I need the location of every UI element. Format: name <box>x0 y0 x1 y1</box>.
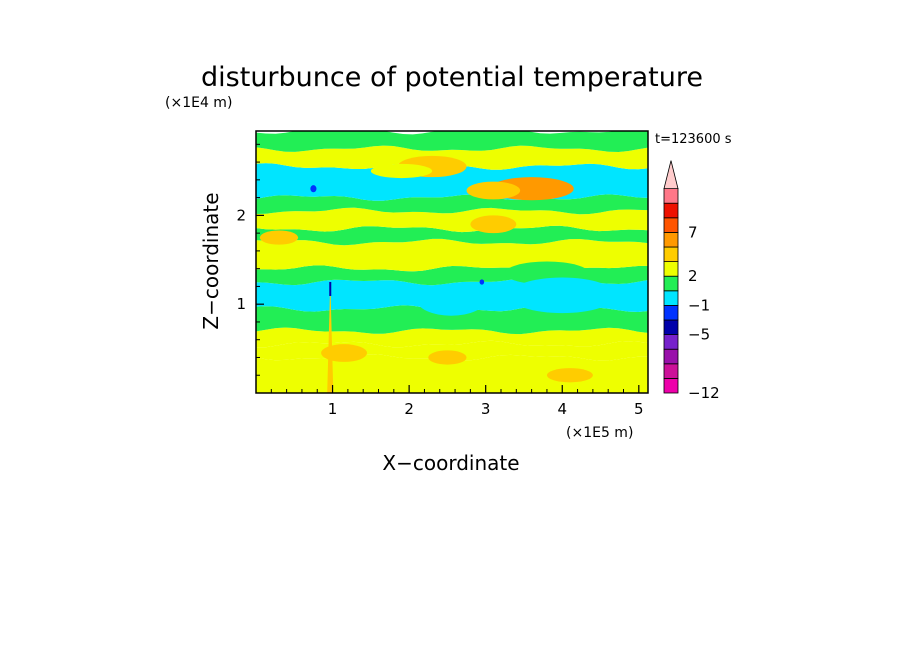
colorbar-label: −5 <box>688 326 710 344</box>
x-tick-label: 4 <box>557 400 567 418</box>
contour-cell <box>310 185 317 193</box>
colorbar-swatch <box>663 290 679 306</box>
x-tick-label: 3 <box>481 400 491 418</box>
contour-band <box>256 145 648 170</box>
colorbar-swatch <box>663 348 679 365</box>
contour-band <box>256 207 648 233</box>
colorbar-swatch <box>663 202 679 219</box>
contour-field <box>256 131 648 393</box>
x-tick-label: 5 <box>634 400 644 418</box>
time-label: t=123600 s <box>655 132 732 147</box>
colorbar-swatch <box>663 261 679 277</box>
contour-cell <box>546 368 593 383</box>
colorbar-swatch <box>663 363 679 379</box>
contour-cell <box>416 283 486 316</box>
contour-band <box>256 131 648 152</box>
contour-cell <box>479 279 485 285</box>
contour-cell <box>370 163 433 179</box>
x-axis-unit: (×1E5 m) <box>566 425 633 441</box>
colorbar-swatch <box>663 319 679 336</box>
contour-band <box>256 225 648 246</box>
contour-band <box>256 327 648 348</box>
colorbar-label: 2 <box>688 267 698 285</box>
colorbar-label: −12 <box>688 384 720 402</box>
x-tick-label: 2 <box>404 400 414 418</box>
contour-band <box>256 194 648 215</box>
contour-cell <box>470 215 517 234</box>
contour-cell <box>508 277 616 314</box>
colorbar-swatch <box>663 246 679 263</box>
y-axis-label: Z−coordinate <box>199 192 223 329</box>
plume <box>327 281 334 393</box>
colorbar-swatch <box>663 217 679 233</box>
colorbar: −12−5−127 <box>663 160 720 402</box>
colorbar-swatch <box>663 304 679 321</box>
colorbar-extend-arrow <box>663 160 679 190</box>
colorbar-swatch <box>663 231 679 248</box>
y-axis-unit: (×1E4 m) <box>165 95 232 111</box>
colorbar-swatch <box>663 377 679 394</box>
colorbar-swatch <box>663 275 679 292</box>
chart-title: disturbunce of potential temperature <box>201 62 703 93</box>
x-tick-label: 1 <box>328 400 338 418</box>
colorbar-swatch <box>663 188 679 204</box>
contour-cell <box>466 181 521 200</box>
contour-band <box>256 354 648 393</box>
colorbar-label: 7 <box>688 223 698 241</box>
colorbar-swatch <box>663 334 679 350</box>
x-axis-label: X−coordinate <box>382 451 519 475</box>
y-tick-label: 1 <box>236 295 246 313</box>
contour-cell <box>321 344 368 362</box>
plot-frame <box>255 130 649 394</box>
colorbar-label: −1 <box>688 296 710 314</box>
contour-cell <box>259 230 299 245</box>
contour-cell <box>428 350 467 365</box>
y-tick-label: 2 <box>236 206 246 224</box>
axes: 1 2 3 4 5 1 2 <box>236 143 644 418</box>
